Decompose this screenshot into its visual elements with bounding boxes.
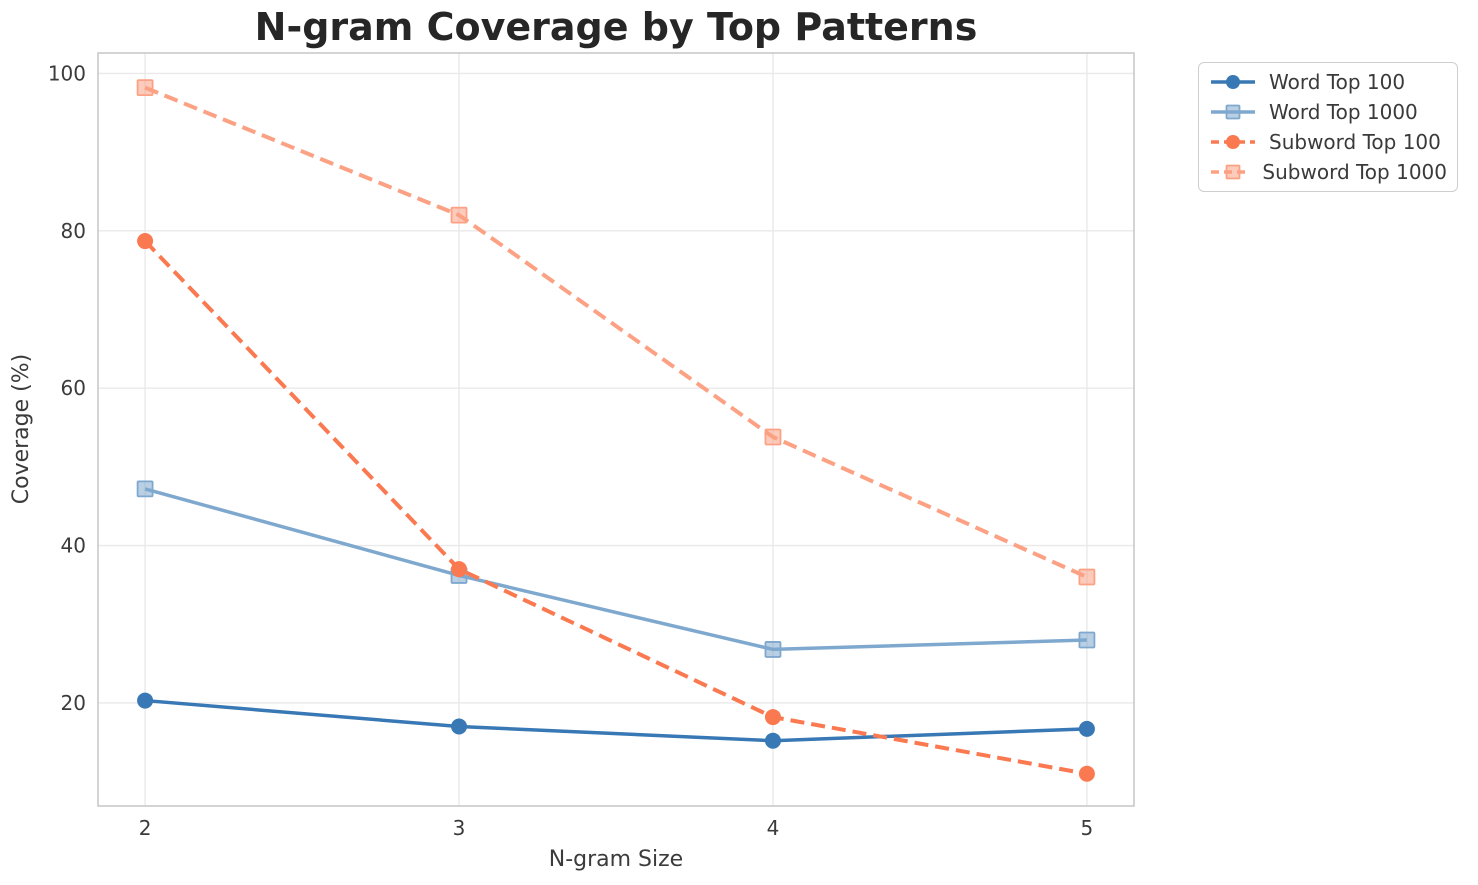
legend-line-square-icon (1211, 164, 1251, 180)
data-point-square (764, 428, 782, 446)
data-point-square (450, 206, 468, 224)
series-layer (136, 79, 1096, 782)
data-point-circle (137, 233, 154, 250)
data-point-square (136, 480, 154, 498)
y-tick-label: 20 (61, 691, 86, 715)
data-point-square (1078, 631, 1096, 649)
legend-item: Subword Top 100 (1209, 131, 1447, 153)
legend-marker (1226, 135, 1240, 149)
legend-item-label: Word Top 100 (1269, 70, 1406, 94)
data-point-circle (764, 709, 781, 726)
x-tick-label: 4 (767, 816, 780, 840)
data-point-square (764, 641, 782, 658)
series-line (144, 487, 1087, 652)
data-point-square (1078, 568, 1096, 586)
data-point-circle (137, 692, 154, 709)
legend-marker (1226, 75, 1240, 89)
data-point-circle (1078, 765, 1095, 782)
legend: Word Top 100 Word Top 1000 Subword Top 100… (1198, 62, 1458, 192)
gridlines (98, 53, 1134, 806)
data-point-circle (451, 561, 468, 578)
legend-line-circle-icon (1211, 75, 1255, 89)
x-tick-label: 3 (453, 816, 466, 840)
tick-labels: 2 3 4 5 20 40 60 80 100 (48, 61, 1093, 840)
legend-marker (1225, 104, 1241, 120)
x-tick-label: 2 (139, 816, 152, 840)
data-point-circle (764, 732, 781, 749)
legend-item: Word Top 1000 (1209, 101, 1447, 123)
y-tick-label: 60 (61, 376, 86, 400)
series-line (143, 239, 1088, 776)
y-tick-label: 80 (61, 219, 86, 243)
chart-title: N-gram Coverage by Top Patterns (255, 5, 978, 49)
x-axis-label: N-gram Size (549, 847, 683, 872)
series-line (144, 85, 1088, 579)
legend-item: Subword Top 1000 (1209, 161, 1447, 183)
series-line (144, 698, 1087, 743)
data-point-square (136, 79, 154, 97)
y-tick-label: 40 (61, 534, 86, 558)
legend-line-circle-icon (1211, 135, 1255, 149)
plot-border (97, 52, 1135, 807)
y-tick-label: 100 (48, 61, 86, 85)
legend-marker (1225, 164, 1241, 180)
legend-item-label: Word Top 1000 (1269, 100, 1418, 124)
data-point-circle (451, 718, 468, 735)
legend-item-label: Subword Top 100 (1269, 130, 1441, 154)
y-axis-label: Coverage (%) (9, 354, 34, 504)
legend-item-label: Subword Top 1000 (1262, 160, 1447, 184)
x-tick-label: 5 (1081, 816, 1094, 840)
legend-line-square-icon (1211, 104, 1255, 120)
data-point-circle (1078, 720, 1095, 737)
legend-item: Word Top 100 (1209, 71, 1447, 93)
